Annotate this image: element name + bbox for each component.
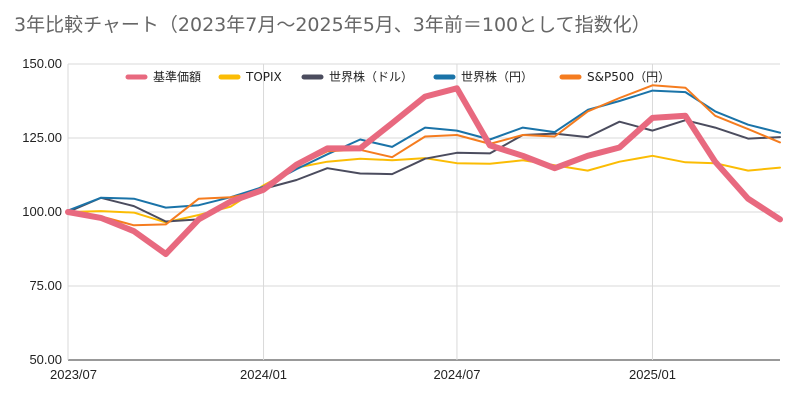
series-line-3 [67, 89, 781, 212]
y-tick-label: 100.00 [22, 204, 62, 219]
y-tick-label: 50.00 [29, 352, 62, 367]
x-tick-label: 2024/01 [240, 367, 287, 382]
chart-title: 3年比較チャート（2023年7月～2025年5月、3年前＝100として指数化） [14, 14, 651, 36]
x-tick-label: 2024/07 [433, 367, 480, 382]
x-tick-label: 2023/07 [50, 367, 97, 382]
series-line-4 [67, 84, 781, 227]
legend-label: TOPIX [245, 70, 282, 84]
x-tick-label: 2025/01 [629, 367, 676, 382]
series-line-0 [65, 85, 783, 257]
y-tick-label: 75.00 [29, 278, 62, 293]
legend-label: 世界株（円） [461, 69, 533, 84]
legend-label: 世界株（ドル） [329, 69, 413, 84]
y-tick-label: 150.00 [22, 56, 62, 71]
y-tick-label: 125.00 [22, 130, 62, 145]
legend-label: 基準価額 [153, 69, 201, 84]
series-line-2 [67, 119, 781, 223]
legend-label: S&P500（円） [587, 70, 670, 84]
